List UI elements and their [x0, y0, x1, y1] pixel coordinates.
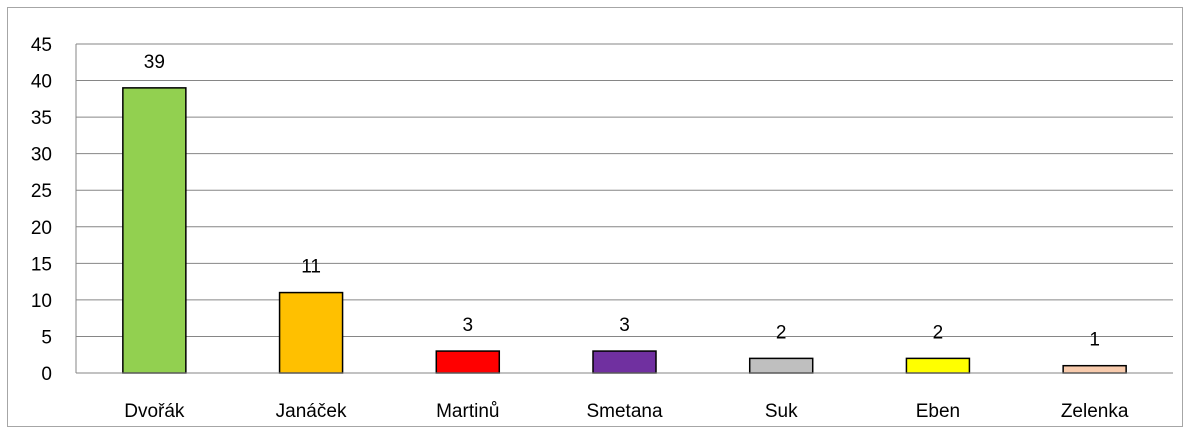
data-label: 3 — [462, 315, 473, 336]
category-labels: Dvořák Janáček Martinů Smetana Suk Eben Zelenk… — [124, 401, 1129, 422]
data-label: 39 — [144, 52, 165, 73]
data-label: 3 — [619, 315, 630, 336]
bar-eben — [905, 357, 971, 374]
y-axis-tick-labels: 0 5 10 15 20 25 30 35 40 45 — [31, 35, 52, 385]
y-tick-label: 35 — [31, 108, 52, 129]
data-label: 2 — [776, 322, 787, 343]
data-label: 2 — [933, 322, 944, 343]
bars — [122, 87, 1127, 374]
category-label: Zelenka — [1061, 401, 1129, 422]
data-label: 1 — [1089, 330, 1100, 351]
gridlines — [76, 43, 1173, 337]
bar-smetana — [592, 350, 657, 374]
bar-zelenka — [1062, 364, 1127, 374]
y-tick-label: 25 — [31, 181, 52, 202]
category-label: Suk — [765, 401, 798, 422]
y-tick-label: 5 — [41, 327, 52, 348]
y-tick-label: 10 — [31, 291, 52, 312]
y-tick-label: 15 — [31, 254, 52, 275]
category-label: Smetana — [586, 401, 662, 422]
category-label: Janáček — [276, 401, 347, 422]
y-tick-label: 45 — [31, 35, 52, 56]
y-tick-label: 40 — [31, 72, 52, 93]
data-labels: 39 11 3 3 2 2 1 — [144, 52, 1100, 351]
category-label: Eben — [916, 401, 960, 422]
category-label: Martinů — [436, 401, 499, 422]
y-tick-label: 20 — [31, 218, 52, 239]
category-label: Dvořák — [124, 401, 185, 422]
bar-martinů — [435, 350, 501, 374]
data-label: 11 — [301, 257, 321, 278]
bar-dvořák — [122, 87, 187, 374]
bar-janáček — [278, 291, 344, 374]
y-tick-label: 0 — [41, 364, 52, 385]
bar-suk — [748, 357, 814, 374]
y-tick-label: 30 — [31, 145, 52, 166]
